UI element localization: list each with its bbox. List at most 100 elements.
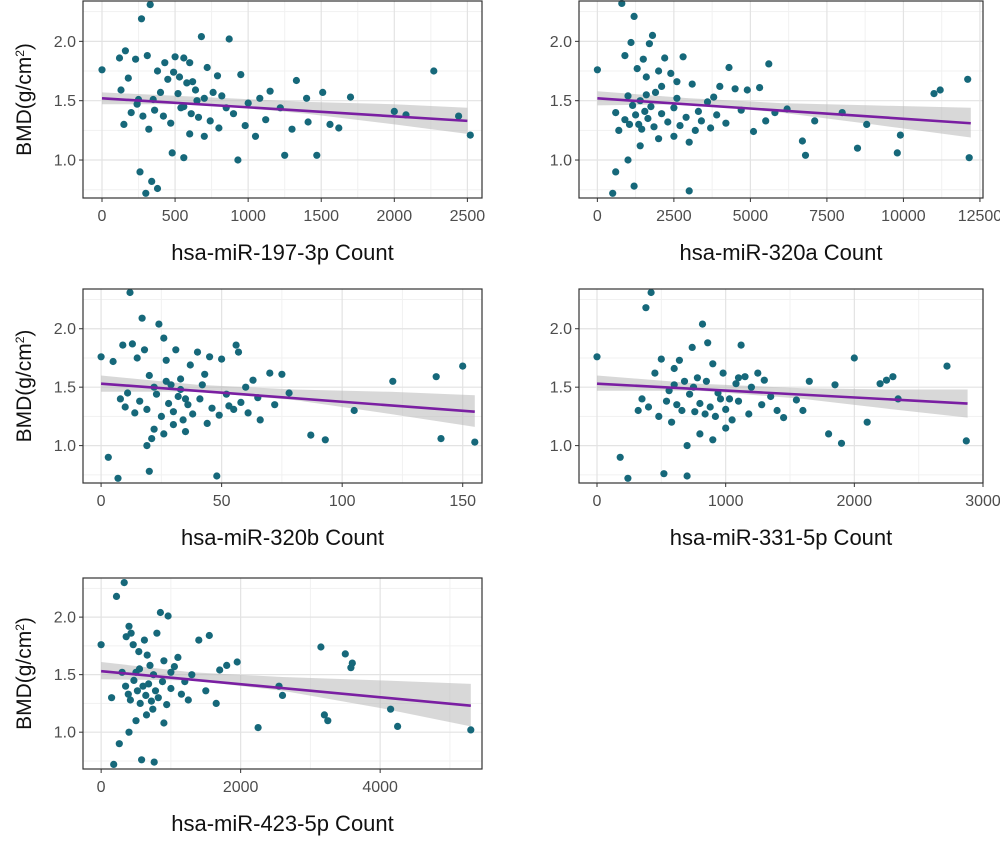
data-point (321, 436, 329, 444)
data-point (138, 314, 146, 322)
data-point (148, 177, 156, 185)
data-point (126, 696, 134, 704)
data-point (206, 117, 214, 125)
data-point (121, 403, 129, 411)
data-point (713, 111, 721, 119)
data-point (104, 453, 112, 461)
data-point (346, 93, 355, 101)
x-tick-label: 10000 (881, 208, 926, 225)
data-point (719, 369, 727, 377)
data-point (825, 430, 833, 438)
data-point (962, 437, 970, 445)
data-point (612, 168, 620, 176)
y-tick-label: 2.0 (550, 34, 572, 51)
data-point (125, 728, 133, 736)
data-point (644, 403, 653, 411)
data-point (139, 682, 147, 690)
data-point (142, 189, 150, 197)
data-point (285, 389, 293, 397)
data-point (731, 85, 739, 93)
data-point (734, 397, 743, 405)
data-point (697, 117, 706, 125)
data-point (651, 88, 660, 96)
data-point (143, 442, 151, 450)
data-point (186, 59, 194, 67)
data-point (232, 341, 240, 349)
data-point (148, 435, 156, 443)
data-point (278, 370, 286, 378)
chart-panel-2: 1.0 1.5 2.0 0 2500 5000 7500 10000 12500 hsa-miR-… (550, 0, 1000, 265)
data-point (683, 442, 691, 450)
data-point (936, 86, 944, 94)
data-point (670, 132, 678, 140)
data-point (313, 151, 321, 159)
data-point (152, 390, 161, 398)
data-point (135, 665, 144, 673)
data-point (158, 678, 167, 686)
x-tick-label: 2500 (450, 208, 486, 225)
data-point (241, 122, 249, 130)
data-point (621, 52, 629, 60)
data-point (212, 699, 220, 708)
x-tick-label: 1000 (708, 493, 744, 510)
data-point (132, 717, 140, 725)
data-point (271, 401, 279, 409)
data-point (930, 90, 938, 98)
plot-border (82, 577, 483, 770)
data-point (133, 687, 141, 695)
data-point (170, 663, 178, 671)
data-point (237, 398, 245, 406)
data-point (218, 92, 226, 100)
data-point (696, 430, 704, 438)
data-point (145, 467, 153, 475)
data-point (138, 756, 146, 764)
chart-panel-1: 1.0 1.5 2.0 0 500 1000 1500 2000 2500 hsa-miR-197… (13, 0, 486, 265)
data-point (162, 356, 170, 364)
x-axis-title: hsa-miR-320a Count (680, 240, 883, 265)
data-point (642, 91, 650, 99)
data-point (307, 431, 315, 439)
data-point (467, 726, 475, 734)
data-point (837, 439, 846, 447)
data-point (160, 719, 168, 727)
data-point (266, 369, 274, 377)
data-point (209, 88, 217, 96)
data-point (863, 418, 871, 426)
data-point (136, 397, 144, 405)
data-point (181, 428, 190, 436)
data-point (203, 419, 211, 427)
data-point (213, 72, 222, 80)
data-point (191, 86, 200, 94)
data-point (201, 370, 209, 378)
data-point (710, 93, 718, 101)
data-point (303, 94, 311, 102)
data-point (155, 320, 163, 328)
data-point (683, 472, 691, 480)
x-tick-label: 0 (98, 208, 107, 225)
data-point (125, 622, 133, 630)
confidence-band (101, 375, 475, 427)
data-point (193, 97, 201, 105)
data-point (124, 74, 132, 82)
x-tick-label: 1500 (303, 208, 339, 225)
x-axis-title: hsa-miR-423-5p Count (171, 811, 394, 836)
data-point (668, 418, 676, 426)
data-point (124, 690, 132, 698)
data-point (174, 392, 182, 401)
data-point (593, 66, 602, 74)
data-point (108, 694, 116, 702)
data-point (758, 401, 766, 409)
data-point (737, 341, 745, 349)
data-point (636, 142, 644, 150)
data-point (767, 392, 775, 401)
data-point (266, 87, 274, 95)
data-point (801, 151, 810, 159)
data-point (203, 63, 211, 72)
data-point (624, 156, 632, 164)
data-point (725, 395, 734, 403)
y-tick-label: 2.0 (54, 610, 76, 627)
data-point (634, 406, 642, 415)
data-point (688, 343, 696, 351)
data-point (202, 687, 210, 695)
